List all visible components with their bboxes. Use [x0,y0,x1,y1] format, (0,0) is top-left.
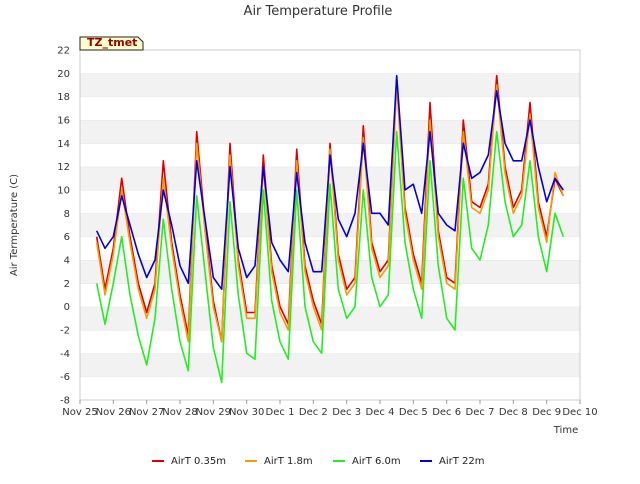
y-tick-label: 4 [64,256,70,267]
y-tick-label: -4 [60,349,70,360]
x-tick-label: Dec 4 [366,407,395,418]
y-tick-label: 6 [64,232,70,243]
grid-band [80,73,580,97]
legend-label: AirT 0.35m [171,456,226,467]
y-tick-label: 8 [64,209,70,220]
x-tick-label: Dec 9 [532,407,561,418]
grid-band [80,330,580,354]
y-axis-ticks: -8 -6 -4 -2 0 2 4 6 8 10 12 14 16 18 20 22 [57,46,70,407]
y-tick-label: 18 [57,92,70,103]
x-tick-label: Dec 1 [266,407,295,418]
site-label-text: TZ_tmet [87,36,137,49]
x-tick-label: Dec 7 [466,407,495,418]
x-tick-label: Dec 5 [399,407,428,418]
series-line [95,74,565,343]
x-tick-label: Dec 10 [562,407,597,418]
x-tick-label: Dec 2 [299,407,328,418]
grid-band [80,376,580,400]
site-label: TZ_tmet [79,36,144,51]
grid-band [80,96,580,120]
y-tick-label: -8 [60,396,70,407]
grid-band [80,236,580,260]
chart-title: Air Temperature Profile [244,4,393,19]
legend: AirT 0.35m AirT 1.8m AirT 6.0m AirT 22m [152,456,484,467]
y-tick-label: 16 [57,116,70,127]
y-tick-label: 20 [57,69,70,80]
site-label-box [79,36,144,51]
y-tick-label: 10 [57,186,70,197]
x-tick-label: Dec 6 [432,407,461,418]
grid-band [80,213,580,237]
legend-label: AirT 6.0m [352,456,401,467]
x-tick-label: Nov 25 [62,407,97,418]
series-line [95,130,565,384]
grid-band [80,166,580,190]
grid-band [80,190,580,214]
y-tick-label: -2 [60,326,70,337]
legend-label: AirT 22m [439,456,484,467]
x-axis-title: Time [553,425,578,436]
x-tick-label: Nov 28 [162,407,197,418]
series-line [95,74,564,291]
x-tick-label: Nov 26 [96,407,131,418]
grid-band [80,120,580,144]
grid-band [80,50,580,74]
y-tick-label: 22 [57,46,70,57]
y-tick-label: 14 [57,139,70,150]
x-tick-label: Nov 29 [196,407,231,418]
y-axis-title: Air Termperature (C) [9,174,20,276]
series-line [95,84,565,343]
grid-band [80,353,580,377]
x-tick-label: Nov 27 [129,407,164,418]
grid-bands [80,49,580,400]
y-tick-label: 2 [64,279,70,290]
plot-frame [79,49,581,401]
y-tick-label: 12 [57,162,70,173]
x-tick-label: Nov 30 [229,407,264,418]
legend-label: AirT 1.8m [264,456,313,467]
x-tick-label: Dec 8 [499,407,528,418]
y-tick-label: 0 [64,302,70,313]
series-lines [95,74,565,384]
x-tick-label: Dec 3 [332,407,361,418]
y-tick-label: -6 [60,372,70,383]
